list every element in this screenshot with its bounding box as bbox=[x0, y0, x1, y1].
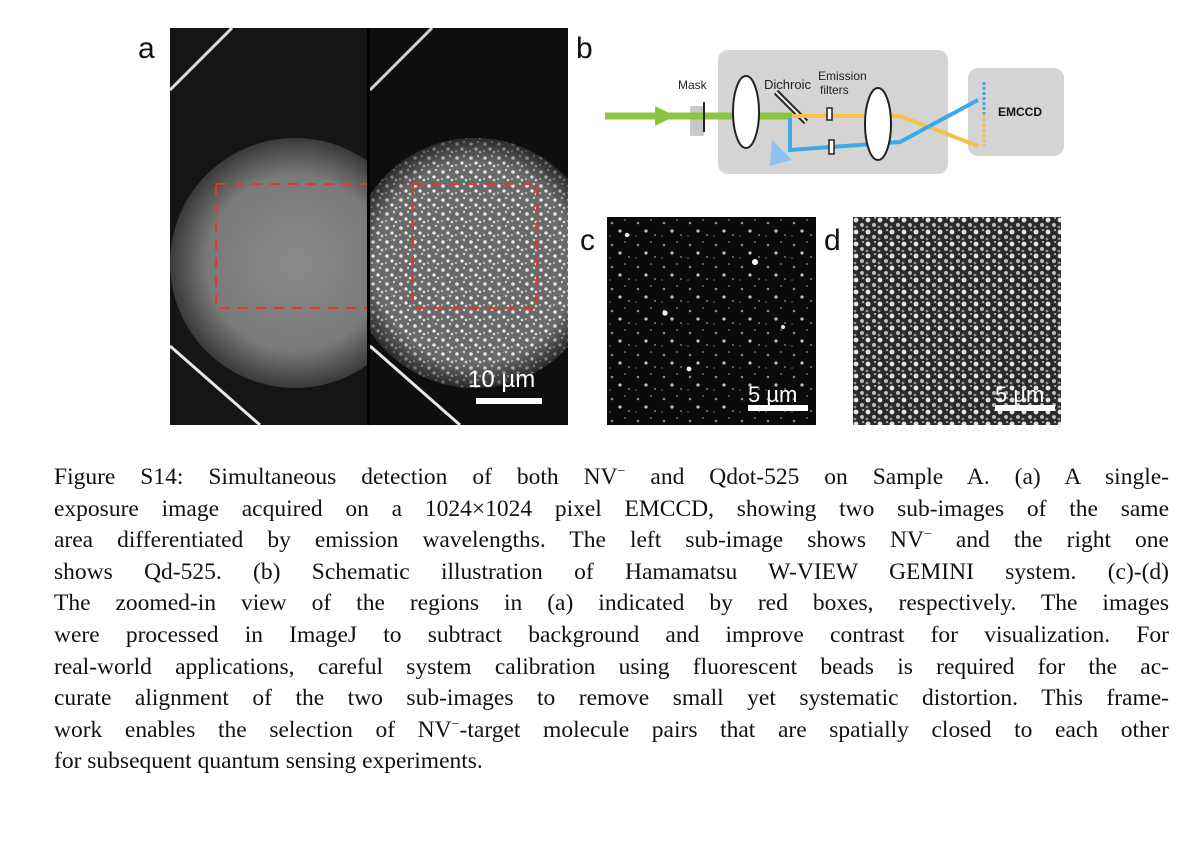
caption-line-6: were processed in ImageJ to subtract bac… bbox=[54, 621, 1169, 648]
emission-label-line2: filters bbox=[820, 83, 849, 97]
nv-subimage bbox=[170, 28, 368, 425]
panel-label-d: d bbox=[824, 224, 841, 257]
emission-filter-2 bbox=[828, 139, 835, 155]
qdot-emission-path bbox=[788, 98, 979, 153]
panel-c-micrograph bbox=[607, 217, 816, 425]
caption-line-7: real-world applications, careful system … bbox=[54, 653, 1169, 680]
dichroic-label: Dichroic bbox=[764, 77, 811, 92]
panel-label-a: a bbox=[138, 32, 155, 65]
lens-2-icon bbox=[864, 87, 892, 161]
panel-label-c: c bbox=[580, 224, 595, 257]
caption-line-5: The zoomed-in view of the regions in (a)… bbox=[54, 590, 1169, 617]
gemini-schematic: Mask Dichroic Emission filters EMCCD bbox=[605, 50, 1064, 174]
scale-bar-d bbox=[995, 405, 1055, 411]
caption-line-4: shows Qd-525. (b) Schematic illustration… bbox=[54, 558, 1169, 585]
lens-1-icon bbox=[732, 75, 760, 149]
caption-line-2: exposure image acquired on a 1024×1024 p… bbox=[54, 495, 1169, 522]
panel-a-micrograph bbox=[170, 28, 568, 425]
panel-label-b: b bbox=[576, 32, 593, 65]
excitation-arrow bbox=[655, 106, 675, 126]
emission-filter-1 bbox=[826, 107, 833, 121]
scale-bar-a bbox=[476, 398, 542, 404]
excitation-beam-dump bbox=[770, 140, 792, 166]
caption-line-8: curate alignment of the two sub-images t… bbox=[54, 685, 1169, 712]
emccd-housing bbox=[968, 68, 1064, 156]
emccd-label: EMCCD bbox=[998, 105, 1042, 119]
scale-bar-c bbox=[748, 405, 808, 411]
scale-bar-label-a: 10 µm bbox=[468, 366, 536, 393]
scale-bar-label-d: 5 µm bbox=[995, 382, 1045, 407]
caption-line-1: Figure S14: Simultaneous detection of bo… bbox=[54, 464, 1169, 490]
figure-caption: Figure S14: Simultaneous detection of bo… bbox=[54, 462, 1169, 778]
emission-label-line1: Emission bbox=[818, 69, 867, 83]
caption-line-10: for subsequent quantum sensing experimen… bbox=[54, 748, 483, 775]
mask-holder bbox=[690, 106, 704, 136]
caption-line-9: work enables the selection of NV−-target… bbox=[54, 716, 1169, 743]
scale-bar-label-c: 5 µm bbox=[748, 382, 798, 407]
panel-d-micrograph bbox=[853, 217, 1061, 425]
qdot-subimage bbox=[370, 28, 568, 425]
mask-label: Mask bbox=[678, 78, 708, 92]
caption-line-3: area differentiated by emission waveleng… bbox=[54, 527, 1169, 554]
